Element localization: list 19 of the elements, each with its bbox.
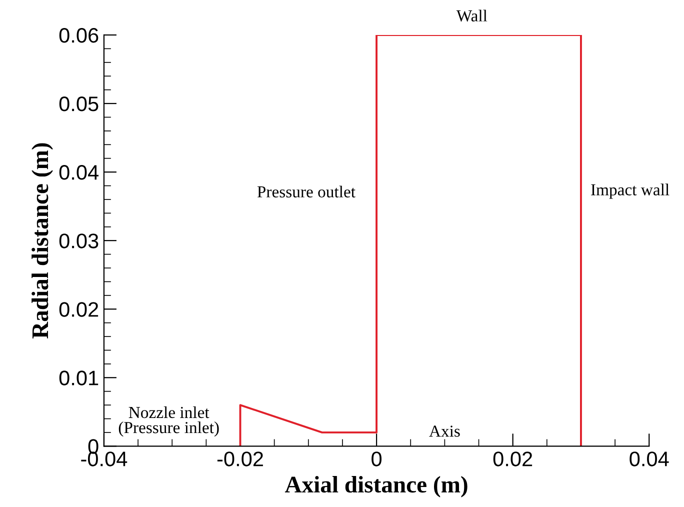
text: Wall xyxy=(456,10,488,22)
x-tick-label: 0 xyxy=(372,452,382,466)
x-tick-label: -0.04 xyxy=(81,452,128,466)
y-tick-label: 0.02 xyxy=(59,302,98,317)
y-tick-label: 0.04 xyxy=(59,165,98,180)
y-tick-label: 0.06 xyxy=(59,28,98,43)
x-axis-title: Axial distance (m) xyxy=(284,476,468,498)
y-axis-title: Radial distance (m) xyxy=(32,143,54,339)
x-tick-label: 0.04 xyxy=(630,452,669,466)
y-tick-label: 0.03 xyxy=(59,234,98,248)
x-tick-label: 0.02 xyxy=(493,452,532,466)
x-tick-label: -0.02 xyxy=(217,452,263,466)
annotation: Nozzle inlet (Pressure inlet) xyxy=(118,406,219,437)
y-tick-label: 0.01 xyxy=(59,370,98,386)
line-series xyxy=(239,34,582,446)
annotation: Impact wall xyxy=(591,184,670,199)
annotation: Pressure outlet xyxy=(257,186,356,198)
y-tick-label: 0.05 xyxy=(59,96,98,112)
annotation: Axis xyxy=(429,426,460,437)
